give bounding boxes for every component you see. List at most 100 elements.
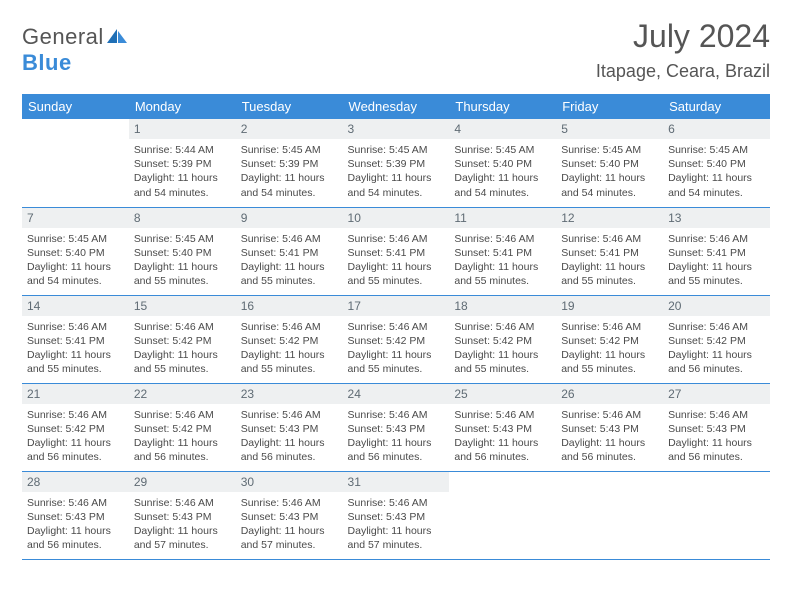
calendar-day-cell: 26Sunrise: 5:46 AMSunset: 5:43 PMDayligh… [556, 383, 663, 471]
daylight-text: Daylight: 11 hours and 55 minutes. [454, 348, 551, 376]
calendar-day-cell [449, 471, 556, 559]
title-block: July 2024 Itapage, Ceara, Brazil [596, 18, 770, 82]
calendar-day-cell: 17Sunrise: 5:46 AMSunset: 5:42 PMDayligh… [343, 295, 450, 383]
day-details: Sunrise: 5:46 AMSunset: 5:41 PMDaylight:… [663, 228, 770, 295]
sunrise-text: Sunrise: 5:46 AM [454, 232, 551, 246]
daylight-text: Daylight: 11 hours and 56 minutes. [27, 524, 124, 552]
daylight-text: Daylight: 11 hours and 55 minutes. [561, 348, 658, 376]
calendar-day-cell: 27Sunrise: 5:46 AMSunset: 5:43 PMDayligh… [663, 383, 770, 471]
sunset-text: Sunset: 5:39 PM [348, 157, 445, 171]
daylight-text: Daylight: 11 hours and 55 minutes. [348, 260, 445, 288]
calendar-day-cell: 1Sunrise: 5:44 AMSunset: 5:39 PMDaylight… [129, 119, 236, 207]
day-details: Sunrise: 5:44 AMSunset: 5:39 PMDaylight:… [129, 139, 236, 206]
calendar-day-cell: 29Sunrise: 5:46 AMSunset: 5:43 PMDayligh… [129, 471, 236, 559]
day-details: Sunrise: 5:46 AMSunset: 5:43 PMDaylight:… [343, 492, 450, 559]
day-number: 9 [236, 208, 343, 228]
daylight-text: Daylight: 11 hours and 55 minutes. [348, 348, 445, 376]
calendar-day-cell: 31Sunrise: 5:46 AMSunset: 5:43 PMDayligh… [343, 471, 450, 559]
calendar-day-cell: 11Sunrise: 5:46 AMSunset: 5:41 PMDayligh… [449, 207, 556, 295]
day-details: Sunrise: 5:46 AMSunset: 5:42 PMDaylight:… [343, 316, 450, 383]
day-details [663, 492, 770, 502]
day-details [449, 492, 556, 502]
sunrise-text: Sunrise: 5:46 AM [27, 496, 124, 510]
sunset-text: Sunset: 5:42 PM [454, 334, 551, 348]
daylight-text: Daylight: 11 hours and 55 minutes. [668, 260, 765, 288]
day-details: Sunrise: 5:46 AMSunset: 5:42 PMDaylight:… [449, 316, 556, 383]
day-number: 6 [663, 119, 770, 139]
sunrise-text: Sunrise: 5:46 AM [27, 408, 124, 422]
calendar-day-cell: 21Sunrise: 5:46 AMSunset: 5:42 PMDayligh… [22, 383, 129, 471]
sunset-text: Sunset: 5:40 PM [454, 157, 551, 171]
sunset-text: Sunset: 5:42 PM [27, 422, 124, 436]
sunrise-text: Sunrise: 5:46 AM [241, 232, 338, 246]
sunset-text: Sunset: 5:41 PM [561, 246, 658, 260]
day-number: 18 [449, 296, 556, 316]
daylight-text: Daylight: 11 hours and 57 minutes. [134, 524, 231, 552]
sunrise-text: Sunrise: 5:45 AM [454, 143, 551, 157]
calendar-day-cell: 5Sunrise: 5:45 AMSunset: 5:40 PMDaylight… [556, 119, 663, 207]
day-number: 21 [22, 384, 129, 404]
sunrise-text: Sunrise: 5:46 AM [668, 232, 765, 246]
sunrise-text: Sunrise: 5:46 AM [561, 408, 658, 422]
calendar-day-cell: 14Sunrise: 5:46 AMSunset: 5:41 PMDayligh… [22, 295, 129, 383]
calendar-week-row: 7Sunrise: 5:45 AMSunset: 5:40 PMDaylight… [22, 207, 770, 295]
daylight-text: Daylight: 11 hours and 55 minutes. [454, 260, 551, 288]
day-number: 4 [449, 119, 556, 139]
day-number: 7 [22, 208, 129, 228]
sunrise-text: Sunrise: 5:46 AM [348, 496, 445, 510]
daylight-text: Daylight: 11 hours and 56 minutes. [561, 436, 658, 464]
calendar-day-cell: 7Sunrise: 5:45 AMSunset: 5:40 PMDaylight… [22, 207, 129, 295]
weekday-header: Monday [129, 94, 236, 119]
header: General Blue July 2024 Itapage, Ceara, B… [22, 18, 770, 82]
calendar-week-row: 28Sunrise: 5:46 AMSunset: 5:43 PMDayligh… [22, 471, 770, 559]
calendar-day-cell: 22Sunrise: 5:46 AMSunset: 5:42 PMDayligh… [129, 383, 236, 471]
day-number: 11 [449, 208, 556, 228]
calendar-day-cell: 8Sunrise: 5:45 AMSunset: 5:40 PMDaylight… [129, 207, 236, 295]
day-details: Sunrise: 5:45 AMSunset: 5:39 PMDaylight:… [236, 139, 343, 206]
daylight-text: Daylight: 11 hours and 56 minutes. [668, 436, 765, 464]
sunset-text: Sunset: 5:40 PM [134, 246, 231, 260]
calendar-day-cell: 6Sunrise: 5:45 AMSunset: 5:40 PMDaylight… [663, 119, 770, 207]
weekday-header: Thursday [449, 94, 556, 119]
sunrise-text: Sunrise: 5:44 AM [134, 143, 231, 157]
sunset-text: Sunset: 5:43 PM [561, 422, 658, 436]
sunset-text: Sunset: 5:43 PM [241, 422, 338, 436]
day-number: 16 [236, 296, 343, 316]
day-number: 30 [236, 472, 343, 492]
sunrise-text: Sunrise: 5:46 AM [241, 496, 338, 510]
month-title: July 2024 [596, 18, 770, 55]
calendar-week-row: 21Sunrise: 5:46 AMSunset: 5:42 PMDayligh… [22, 383, 770, 471]
sunset-text: Sunset: 5:42 PM [561, 334, 658, 348]
sunrise-text: Sunrise: 5:46 AM [348, 408, 445, 422]
sunrise-text: Sunrise: 5:46 AM [668, 320, 765, 334]
calendar-day-cell: 12Sunrise: 5:46 AMSunset: 5:41 PMDayligh… [556, 207, 663, 295]
daylight-text: Daylight: 11 hours and 55 minutes. [561, 260, 658, 288]
daylight-text: Daylight: 11 hours and 56 minutes. [27, 436, 124, 464]
weekday-header: Wednesday [343, 94, 450, 119]
calendar-day-cell: 15Sunrise: 5:46 AMSunset: 5:42 PMDayligh… [129, 295, 236, 383]
sunset-text: Sunset: 5:40 PM [27, 246, 124, 260]
day-number: 15 [129, 296, 236, 316]
daylight-text: Daylight: 11 hours and 56 minutes. [348, 436, 445, 464]
day-details: Sunrise: 5:46 AMSunset: 5:43 PMDaylight:… [343, 404, 450, 471]
day-details: Sunrise: 5:45 AMSunset: 5:40 PMDaylight:… [449, 139, 556, 206]
daylight-text: Daylight: 11 hours and 57 minutes. [241, 524, 338, 552]
day-number: 14 [22, 296, 129, 316]
day-details: Sunrise: 5:46 AMSunset: 5:42 PMDaylight:… [22, 404, 129, 471]
daylight-text: Daylight: 11 hours and 55 minutes. [241, 260, 338, 288]
day-number: 22 [129, 384, 236, 404]
day-details: Sunrise: 5:46 AMSunset: 5:43 PMDaylight:… [22, 492, 129, 559]
weekday-header: Tuesday [236, 94, 343, 119]
calendar-day-cell: 20Sunrise: 5:46 AMSunset: 5:42 PMDayligh… [663, 295, 770, 383]
day-number: 29 [129, 472, 236, 492]
sunset-text: Sunset: 5:43 PM [454, 422, 551, 436]
sunset-text: Sunset: 5:43 PM [348, 422, 445, 436]
day-number: 12 [556, 208, 663, 228]
daylight-text: Daylight: 11 hours and 55 minutes. [134, 348, 231, 376]
day-number: 10 [343, 208, 450, 228]
day-details [556, 492, 663, 502]
calendar-day-cell [22, 119, 129, 207]
day-details: Sunrise: 5:46 AMSunset: 5:41 PMDaylight:… [556, 228, 663, 295]
day-number: 2 [236, 119, 343, 139]
calendar-day-cell: 4Sunrise: 5:45 AMSunset: 5:40 PMDaylight… [449, 119, 556, 207]
